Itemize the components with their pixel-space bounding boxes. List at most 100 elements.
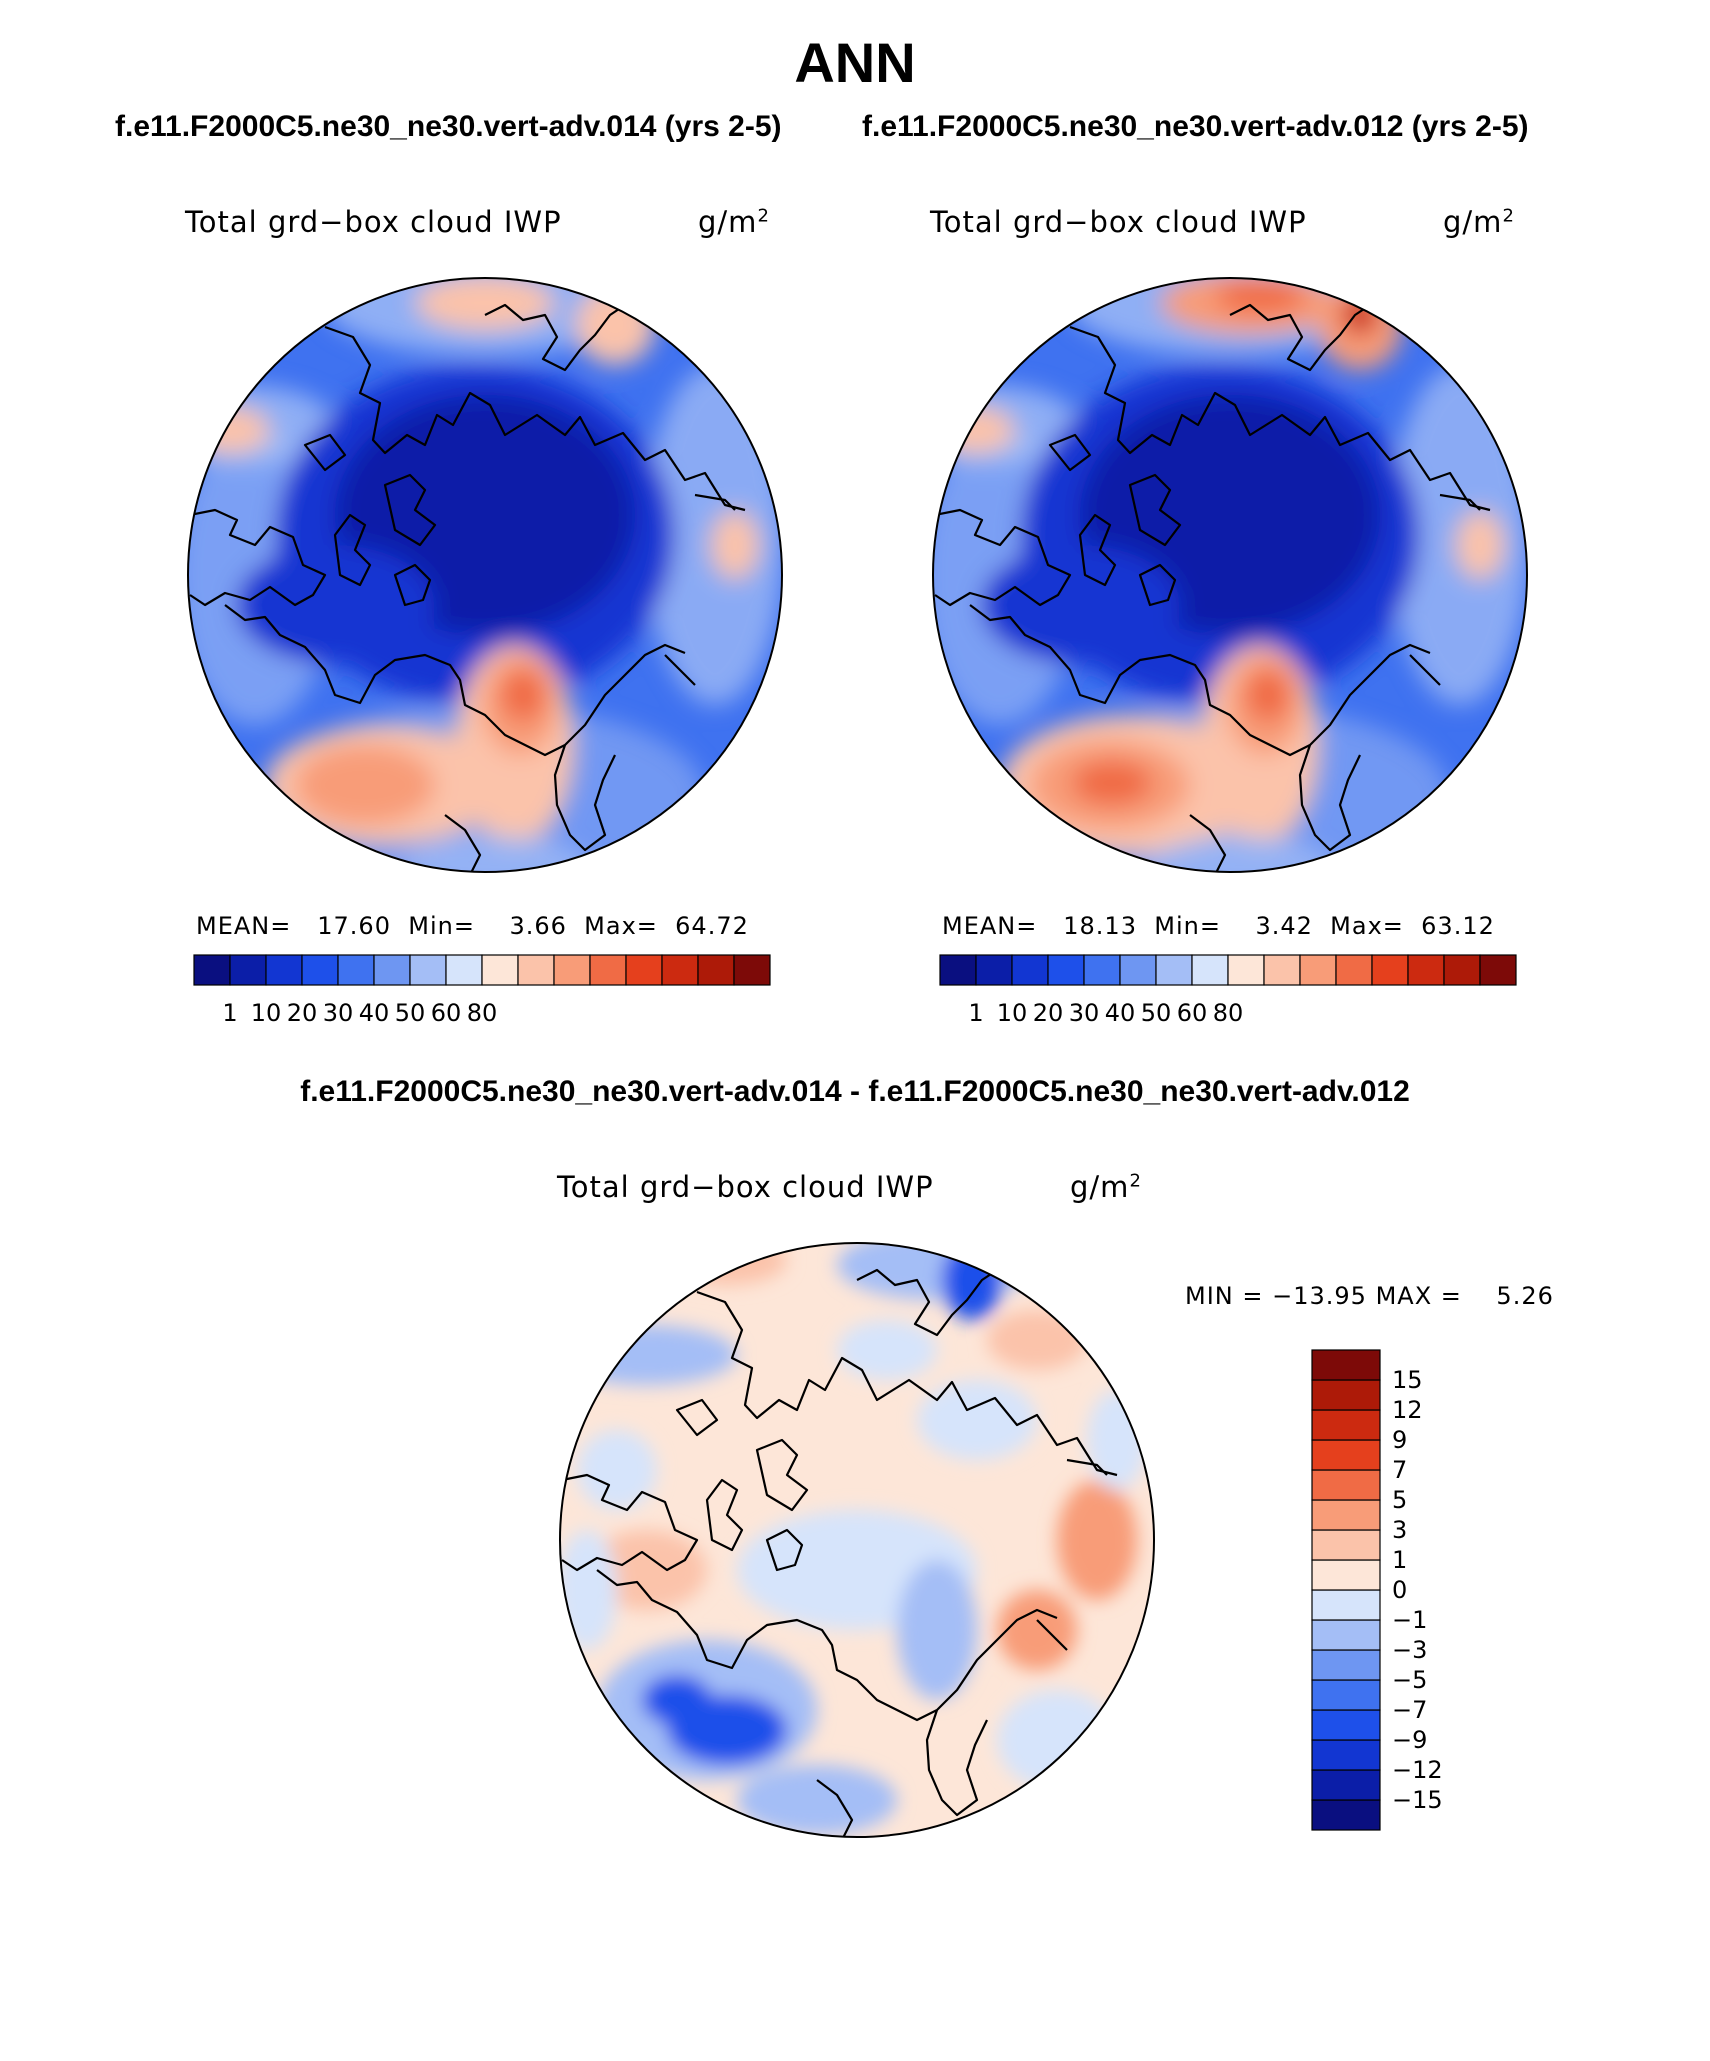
colorbar-swatch <box>625 954 663 986</box>
panel1-map-border <box>187 277 783 873</box>
panel2-colorbar: 1 10 20 30 40 50 60 80 <box>939 954 1517 1023</box>
colorbar-tick-label: 15 <box>1392 1366 1423 1394</box>
colorbar-swatch <box>1311 1589 1381 1621</box>
colorbar-tick-label: 5 <box>1392 1486 1407 1514</box>
colorbar-swatch <box>1263 954 1301 986</box>
colorbar-swatch <box>1311 1409 1381 1441</box>
colorbar-swatch <box>1311 1529 1381 1561</box>
colorbar-swatch <box>1311 1619 1381 1651</box>
colorbar-tick-label: 1 <box>1392 1546 1407 1574</box>
colorbar-swatch <box>1011 954 1049 986</box>
colorbar-swatch <box>1311 1679 1381 1711</box>
colorbar-swatch <box>193 954 231 986</box>
colorbar-tick-label: 7 <box>1392 1456 1407 1484</box>
colorbar-swatch <box>1311 1439 1381 1471</box>
colorbar-tick-label: 30 <box>323 999 354 1023</box>
colorbar-swatch <box>517 954 555 986</box>
colorbar-tick-label: 20 <box>1033 999 1064 1023</box>
colorbar-swatch <box>1299 954 1337 986</box>
colorbar-swatch <box>1311 1379 1381 1411</box>
colorbar-swatch <box>265 954 303 986</box>
diff-polar-map <box>559 1242 1155 1838</box>
colorbar-swatch <box>939 954 977 986</box>
colorbar-swatch <box>975 954 1013 986</box>
colorbar-swatch <box>409 954 447 986</box>
colorbar-swatch <box>1311 1469 1381 1501</box>
colorbar-swatch <box>229 954 267 986</box>
diff-stats: MIN = −13.95 MAX = 5.26 <box>1185 1282 1554 1310</box>
colorbar-tick-label: 12 <box>1392 1396 1423 1424</box>
panel1-units-label: g/m2 <box>698 205 770 239</box>
colorbar-swatch <box>553 954 591 986</box>
colorbar-swatch <box>337 954 375 986</box>
diff-map-border <box>559 1242 1155 1838</box>
colorbar-tick-label: 1 <box>222 999 237 1023</box>
colorbar-swatch <box>1191 954 1229 986</box>
colorbar-swatch <box>1119 954 1157 986</box>
colorbar-tick-label: 9 <box>1392 1426 1407 1454</box>
colorbar-tick-label: 80 <box>467 999 498 1023</box>
colorbar-swatch <box>301 954 339 986</box>
colorbar-swatch <box>1407 954 1445 986</box>
colorbar-tick-label: −9 <box>1392 1726 1427 1754</box>
panel1-stats: MEAN= 17.60 Min= 3.66 Max= 64.72 <box>196 912 749 940</box>
panel2-stats: MEAN= 18.13 Min= 3.42 Max= 63.12 <box>942 912 1495 940</box>
colorbar-swatch <box>1443 954 1481 986</box>
panel2-case-title: f.e11.F2000C5.ne30_ne30.vert-adv.012 (yr… <box>862 110 1529 143</box>
colorbar-swatch <box>1311 1799 1381 1831</box>
panel2-polar-map <box>932 277 1528 873</box>
panel1-variable-label: Total grd−box cloud IWP <box>185 205 562 239</box>
colorbar-tick-label: 30 <box>1069 999 1100 1023</box>
diff-variable-label: Total grd−box cloud IWP <box>557 1170 934 1204</box>
colorbar-swatch <box>373 954 411 986</box>
panel2-variable-label: Total grd−box cloud IWP <box>930 205 1307 239</box>
colorbar-tick-label: −1 <box>1392 1606 1427 1634</box>
colorbar-swatch <box>1083 954 1121 986</box>
colorbar-tick-label: 10 <box>251 999 282 1023</box>
colorbar-swatch <box>1047 954 1085 986</box>
colorbar-tick-label: 60 <box>1177 999 1208 1023</box>
colorbar-swatch <box>1311 1349 1381 1381</box>
colorbar-tick-label: −12 <box>1392 1756 1443 1784</box>
diff-units-label: g/m2 <box>1070 1170 1142 1204</box>
colorbar-swatch <box>1311 1649 1381 1681</box>
colorbar-swatch <box>445 954 483 986</box>
colorbar-swatch <box>1227 954 1265 986</box>
colorbar-swatch <box>697 954 735 986</box>
panel1-polar-map <box>187 277 783 873</box>
colorbar-tick-label: 40 <box>1105 999 1136 1023</box>
colorbar-tick-label: 0 <box>1392 1576 1407 1604</box>
colorbar-tick-label: −15 <box>1392 1786 1443 1814</box>
figure-title: ANN <box>794 31 916 94</box>
colorbar-swatch <box>1335 954 1373 986</box>
colorbar-tick-label: −5 <box>1392 1666 1427 1694</box>
diff-title: f.e11.F2000C5.ne30_ne30.vert-adv.014 - f… <box>300 1075 1410 1108</box>
colorbar-tick-label: 20 <box>287 999 318 1023</box>
colorbar-swatch <box>1155 954 1193 986</box>
colorbar-swatch <box>1311 1559 1381 1591</box>
colorbar-tick-label: −7 <box>1392 1696 1427 1724</box>
colorbar-swatch <box>661 954 699 986</box>
panel1-colorbar: 1 10 20 30 40 50 60 80 <box>193 954 771 1023</box>
colorbar-tick-label: −3 <box>1392 1636 1427 1664</box>
colorbar-swatch <box>1479 954 1517 986</box>
colorbar-tick-label: 1 <box>968 999 983 1023</box>
colorbar-swatch <box>1311 1739 1381 1771</box>
colorbar-swatch <box>589 954 627 986</box>
colorbar-swatch <box>733 954 771 986</box>
panel2-map-border <box>932 277 1528 873</box>
colorbar-swatch <box>1311 1499 1381 1531</box>
colorbar-swatch <box>1311 1709 1381 1741</box>
colorbar-tick-label: 60 <box>431 999 462 1023</box>
colorbar-tick-label: 50 <box>395 999 426 1023</box>
colorbar-swatch <box>1311 1769 1381 1801</box>
panel1-case-title: f.e11.F2000C5.ne30_ne30.vert-adv.014 (yr… <box>115 110 782 143</box>
colorbar-swatch <box>481 954 519 986</box>
colorbar-tick-label: 3 <box>1392 1516 1407 1544</box>
colorbar-tick-label: 10 <box>997 999 1028 1023</box>
colorbar-tick-label: 40 <box>359 999 390 1023</box>
colorbar-tick-label: 50 <box>1141 999 1172 1023</box>
panel2-units-label: g/m2 <box>1443 205 1515 239</box>
colorbar-tick-label: 80 <box>1213 999 1244 1023</box>
